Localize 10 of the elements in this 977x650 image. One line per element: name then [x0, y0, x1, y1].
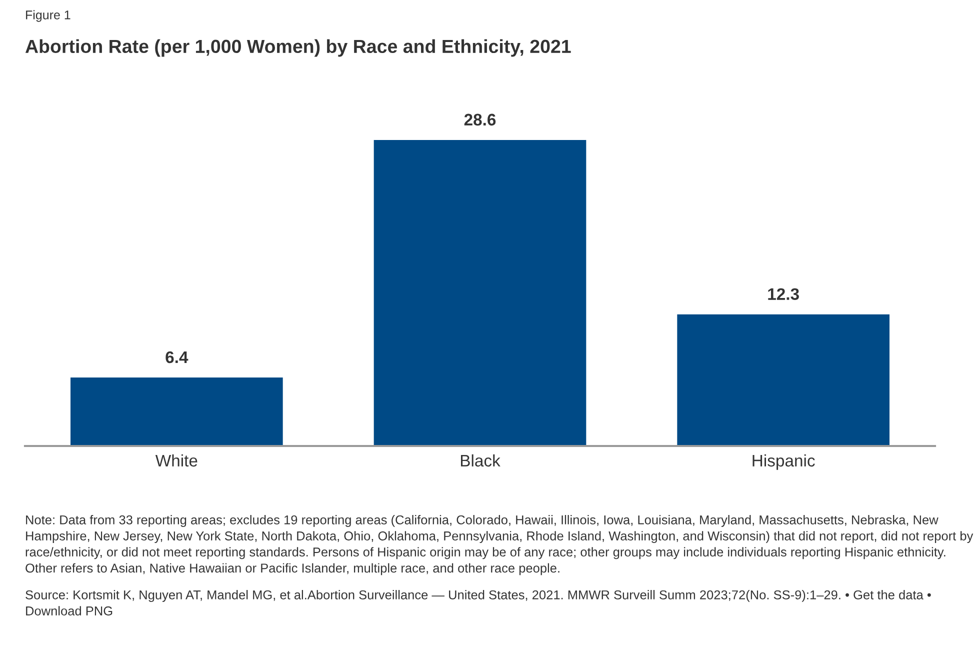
source-note: Source: Kortsmit K, Nguyen AT, Mandel MG, et al.Abortion Surveillance — United States, 2021. MMWR Surveill Summ 2023;72(No. SS-9):1–29. • Get the data • Download PNG	[26, 590, 931, 616]
x-tick-label: White	[155, 454, 198, 467]
x-tick-label: Black	[460, 454, 500, 467]
x-tick-label: Hispanic	[752, 454, 815, 470]
chart-title: Abortion Rate (per 1,000 Women) by Race and Ethnicity, 2021	[25, 39, 571, 57]
chart-subtitle: Figure 1	[26, 10, 70, 22]
text: Note: Data from 33 reporting areas; excludes 19 reporting areas (California, Colorado, Hawaii, Illinois, Iowa, Louisiana, Maryland, Massachusetts, Nebraska, New Hampshire, New Jersey, New York State, North Dakota, Ohio, Oklahoma, Pennsylvania, Rhode Island, Washington, and Wisconsin) that did not report, did not report by race/ethnicity, or did not meet reporting standards. Persons of Hispanic origin may be of any race; other groups may include individuals reporting Hispanic ethnicity. Other refers to Asian, Native Hawaiian or Pacific Islander, multiple race, and other race people.	[26, 515, 974, 576]
data-label: 28.6	[464, 114, 496, 126]
data-label: 6.4	[166, 351, 188, 364]
data-label: 12.3	[768, 288, 799, 300]
